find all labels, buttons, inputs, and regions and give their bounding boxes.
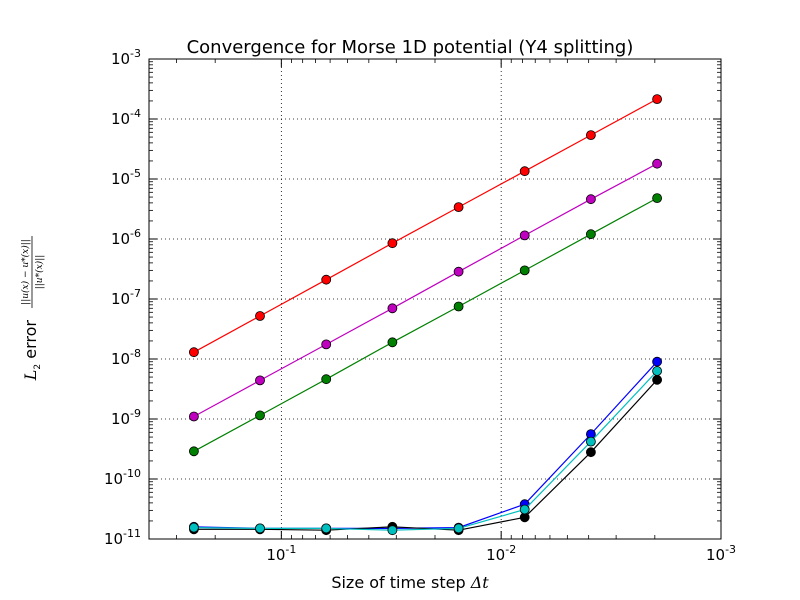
series-line-4 [193, 379, 658, 531]
data-point-2-0 [188, 446, 199, 457]
y-axis-label-denominator: ||u*(x)|| [34, 255, 45, 290]
y-tick-label: 10-7 [111, 287, 141, 308]
series-1 [188, 158, 662, 422]
x-tick-label: 10-1 [266, 543, 296, 564]
series-layer [188, 94, 662, 536]
data-point-4-6 [586, 447, 596, 458]
ticks: 10-1 10-2 10-3 10-11 10-10 10-9 10-8 10-7 10-6 10… [104, 47, 736, 564]
data-point-2-2 [321, 374, 332, 385]
data-point-5-0 [188, 522, 199, 533]
data-point-2-5 [519, 265, 530, 276]
y-axis-label-subscript: 2 [33, 364, 43, 370]
data-point-0-2 [321, 274, 332, 285]
x-tick-label: 10-2 [486, 543, 516, 564]
data-point-0-0 [188, 347, 199, 358]
data-point-2-1 [255, 410, 265, 421]
data-point-0-6 [586, 130, 596, 141]
y-tick-label: 10-4 [111, 107, 141, 128]
y-axis-label-numerator: ||u(x) − u*(x)|| [20, 239, 31, 305]
data-point-0-4 [453, 202, 464, 213]
y-tick-label: 10-6 [111, 227, 141, 248]
y-tick-label: 10-11 [104, 527, 141, 548]
series-line-5 [193, 370, 658, 531]
series-5 [188, 366, 662, 536]
data-point-0-5 [519, 166, 530, 177]
data-point-3-7 [652, 356, 662, 367]
y-tick-label: 10-9 [111, 407, 141, 428]
data-point-1-7 [652, 158, 662, 169]
data-point-0-3 [387, 238, 398, 249]
series-line-0 [193, 98, 658, 353]
x-axis-label-text: Size of time step [331, 573, 470, 592]
y-axis-label: L2 error ||u(x) − u*(x)|| ||u*(x)|| [20, 236, 45, 381]
series-2 [188, 193, 662, 457]
data-point-1-4 [453, 266, 464, 277]
data-point-4-7 [652, 374, 662, 385]
data-point-5-2 [321, 523, 332, 534]
series-line-1 [193, 163, 658, 418]
y-tick-label: 10-10 [104, 467, 141, 488]
data-point-5-6 [586, 436, 596, 447]
data-point-1-3 [387, 303, 398, 314]
series-line-2 [193, 197, 658, 452]
data-point-1-1 [255, 375, 265, 386]
data-point-2-7 [652, 193, 662, 204]
y-tick-label: 10-5 [111, 167, 141, 188]
series-0 [188, 94, 662, 358]
data-point-2-6 [586, 229, 596, 240]
data-point-1-6 [586, 194, 596, 205]
data-point-5-7 [652, 366, 662, 376]
chart-title: Convergence for Morse 1D potential (Y4 s… [187, 37, 634, 58]
y-axis-label-text: error [21, 320, 40, 364]
data-point-2-4 [453, 301, 464, 312]
data-point-5-3 [387, 525, 398, 536]
data-point-1-5 [519, 230, 530, 241]
x-tick-label: 10-3 [706, 543, 736, 564]
y-axis-label-symbol: L [21, 370, 40, 382]
x-axis-label: Size of time step Δt [331, 573, 489, 592]
data-point-2-3 [387, 337, 398, 348]
y-tick-label: 10-8 [111, 347, 141, 368]
data-point-0-7 [652, 94, 662, 104]
y-tick-label: 10-3 [111, 47, 141, 68]
y-axis-label-main: L2 error [21, 320, 43, 382]
data-point-1-0 [188, 411, 199, 422]
data-point-5-4 [453, 523, 464, 534]
data-point-0-1 [255, 311, 265, 321]
data-point-5-5 [519, 504, 530, 515]
x-axis-label-symbol: Δt [470, 573, 490, 592]
data-point-1-2 [321, 339, 332, 350]
data-point-5-1 [255, 523, 265, 534]
